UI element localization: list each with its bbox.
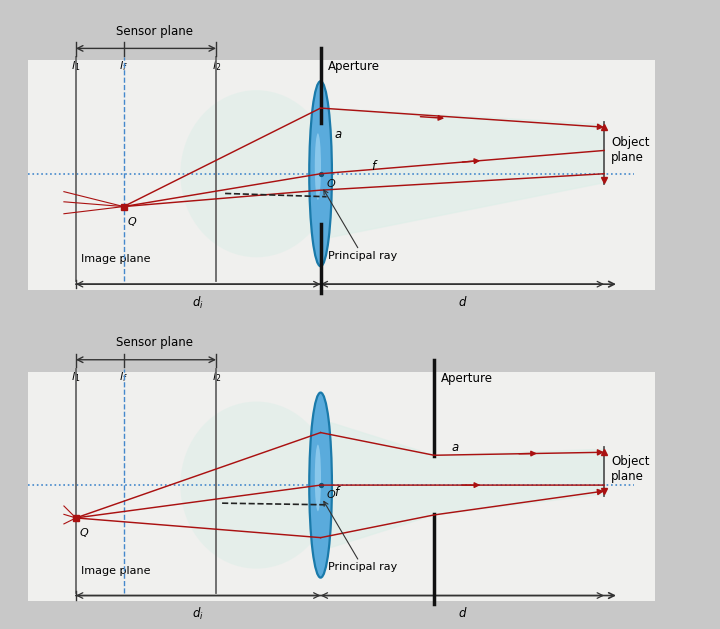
Text: Aperture: Aperture: [441, 372, 493, 385]
Ellipse shape: [310, 81, 332, 266]
Text: Image plane: Image plane: [81, 565, 150, 576]
FancyBboxPatch shape: [28, 372, 655, 601]
Text: $l_1$: $l_1$: [71, 370, 81, 384]
Text: $l_f$: $l_f$: [120, 59, 128, 73]
Text: Principal ray: Principal ray: [324, 501, 397, 572]
Text: $l_1$: $l_1$: [71, 59, 81, 73]
Text: $d$: $d$: [458, 606, 467, 620]
FancyBboxPatch shape: [28, 60, 655, 290]
Text: $a$: $a$: [333, 128, 342, 141]
Polygon shape: [320, 420, 604, 551]
Text: $d_i$: $d_i$: [192, 295, 204, 311]
Ellipse shape: [180, 401, 333, 569]
Ellipse shape: [310, 392, 332, 577]
Ellipse shape: [315, 133, 321, 200]
Text: $d$: $d$: [458, 295, 467, 309]
Text: Object
plane: Object plane: [611, 455, 649, 482]
Text: $a$: $a$: [451, 441, 459, 454]
Text: Object
plane: Object plane: [611, 136, 649, 164]
Text: $Q$: $Q$: [79, 526, 90, 539]
Text: Sensor plane: Sensor plane: [117, 25, 194, 38]
Text: $O$: $O$: [326, 488, 336, 500]
Ellipse shape: [315, 445, 321, 511]
Text: $f$: $f$: [333, 485, 341, 499]
Ellipse shape: [180, 90, 333, 257]
Text: $f$: $f$: [372, 159, 379, 173]
Text: Sensor plane: Sensor plane: [117, 336, 194, 349]
Text: Principal ray: Principal ray: [324, 190, 397, 260]
Text: $l_2$: $l_2$: [212, 370, 221, 384]
Text: $l_f$: $l_f$: [120, 370, 128, 384]
Text: Aperture: Aperture: [328, 60, 379, 74]
Polygon shape: [320, 108, 604, 240]
Text: $l_2$: $l_2$: [212, 59, 221, 73]
Text: $d_i$: $d_i$: [192, 606, 204, 622]
Text: $O$: $O$: [326, 177, 336, 189]
Text: Image plane: Image plane: [81, 254, 150, 264]
Text: $Q$: $Q$: [127, 215, 138, 228]
